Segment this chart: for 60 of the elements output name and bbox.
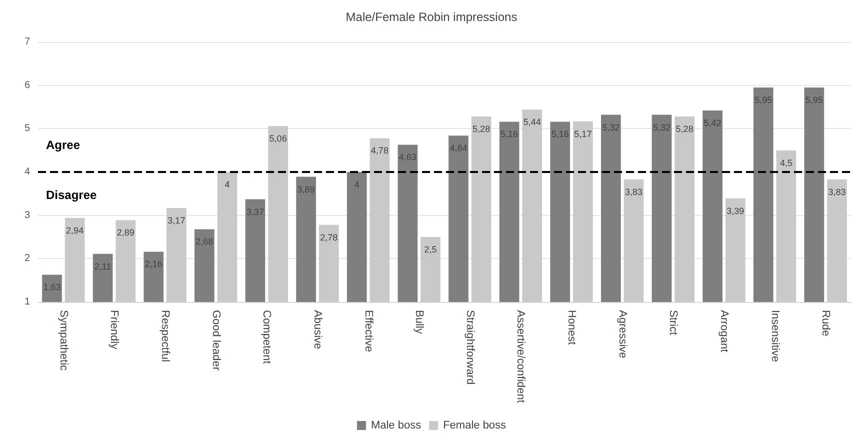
data-label: 5,28 (472, 124, 490, 134)
data-label: 5,32 (602, 122, 620, 132)
x-tick-label: Sympathetic (57, 310, 70, 372)
annotation: Agree (46, 138, 80, 152)
x-tick-label: Bully (413, 310, 426, 334)
data-label: 5,16 (500, 129, 518, 140)
y-tick-label: 2 (24, 253, 30, 264)
data-label: 2,94 (66, 225, 84, 236)
y-tick-label: 6 (24, 80, 30, 91)
data-label: 2,11 (94, 261, 112, 272)
y-tick-label: 5 (24, 123, 30, 134)
x-tick-label: Assertive/confident (514, 310, 527, 403)
data-label: 5,95 (805, 95, 823, 105)
data-label: 5,28 (676, 124, 694, 134)
chart-title: Male/Female Robin impressions (346, 10, 518, 24)
data-label: 5,06 (269, 134, 287, 144)
data-label: 5,32 (652, 122, 671, 132)
x-tick-label: Good leader (210, 310, 222, 371)
x-tick-label: Arrogant (718, 310, 730, 352)
data-label: 5,17 (574, 128, 592, 139)
x-tick-label: Rude (820, 310, 832, 336)
data-label: 5,44 (523, 117, 541, 128)
legend-label: Female boss (443, 420, 507, 432)
data-label: 3,83 (828, 186, 846, 197)
x-tick-label: Honest (566, 310, 578, 345)
data-label: 3,37 (246, 206, 264, 217)
data-label: 3,39 (726, 206, 744, 216)
data-label: 4,78 (370, 146, 388, 156)
x-tick-label: Straightforward (464, 310, 476, 385)
annotation: Disagree (46, 188, 98, 202)
data-label: 2,16 (144, 259, 162, 270)
legend-label: Male boss (370, 420, 422, 432)
x-tick-label: Strict (667, 310, 680, 336)
data-label: 2,5 (424, 244, 437, 254)
y-tick-label: 1 (24, 296, 30, 308)
data-label: 3,83 (624, 186, 643, 197)
x-tick-label: Agressive (616, 310, 628, 358)
data-label: 4 (224, 180, 230, 190)
x-tick-label: Respectful (159, 310, 172, 362)
data-label: 4,5 (780, 158, 792, 168)
data-label: 3,17 (168, 215, 186, 226)
y-tick-label: 4 (24, 166, 30, 178)
data-label: 5,42 (704, 118, 722, 128)
y-tick-label: 3 (24, 210, 30, 221)
y-tick-label: 7 (24, 36, 30, 48)
data-label: 5,16 (551, 129, 569, 140)
data-label: 5,95 (754, 95, 772, 105)
x-tick-label: Friendly (108, 310, 120, 350)
data-label: 4,84 (450, 143, 468, 154)
data-label: 4 (354, 180, 360, 190)
data-label: 1,63 (43, 282, 61, 292)
data-label: 4,63 (398, 152, 416, 162)
x-tick-label: Effective (362, 310, 374, 352)
data-label: 3,89 (297, 184, 315, 194)
data-label: 2,68 (196, 236, 214, 247)
x-tick-label: Insensitive (768, 310, 781, 362)
x-tick-label: Competent (260, 310, 273, 364)
data-label: 2,89 (116, 228, 134, 238)
x-tick-label: Abusive (311, 310, 324, 350)
data-label: 2,78 (320, 232, 338, 242)
